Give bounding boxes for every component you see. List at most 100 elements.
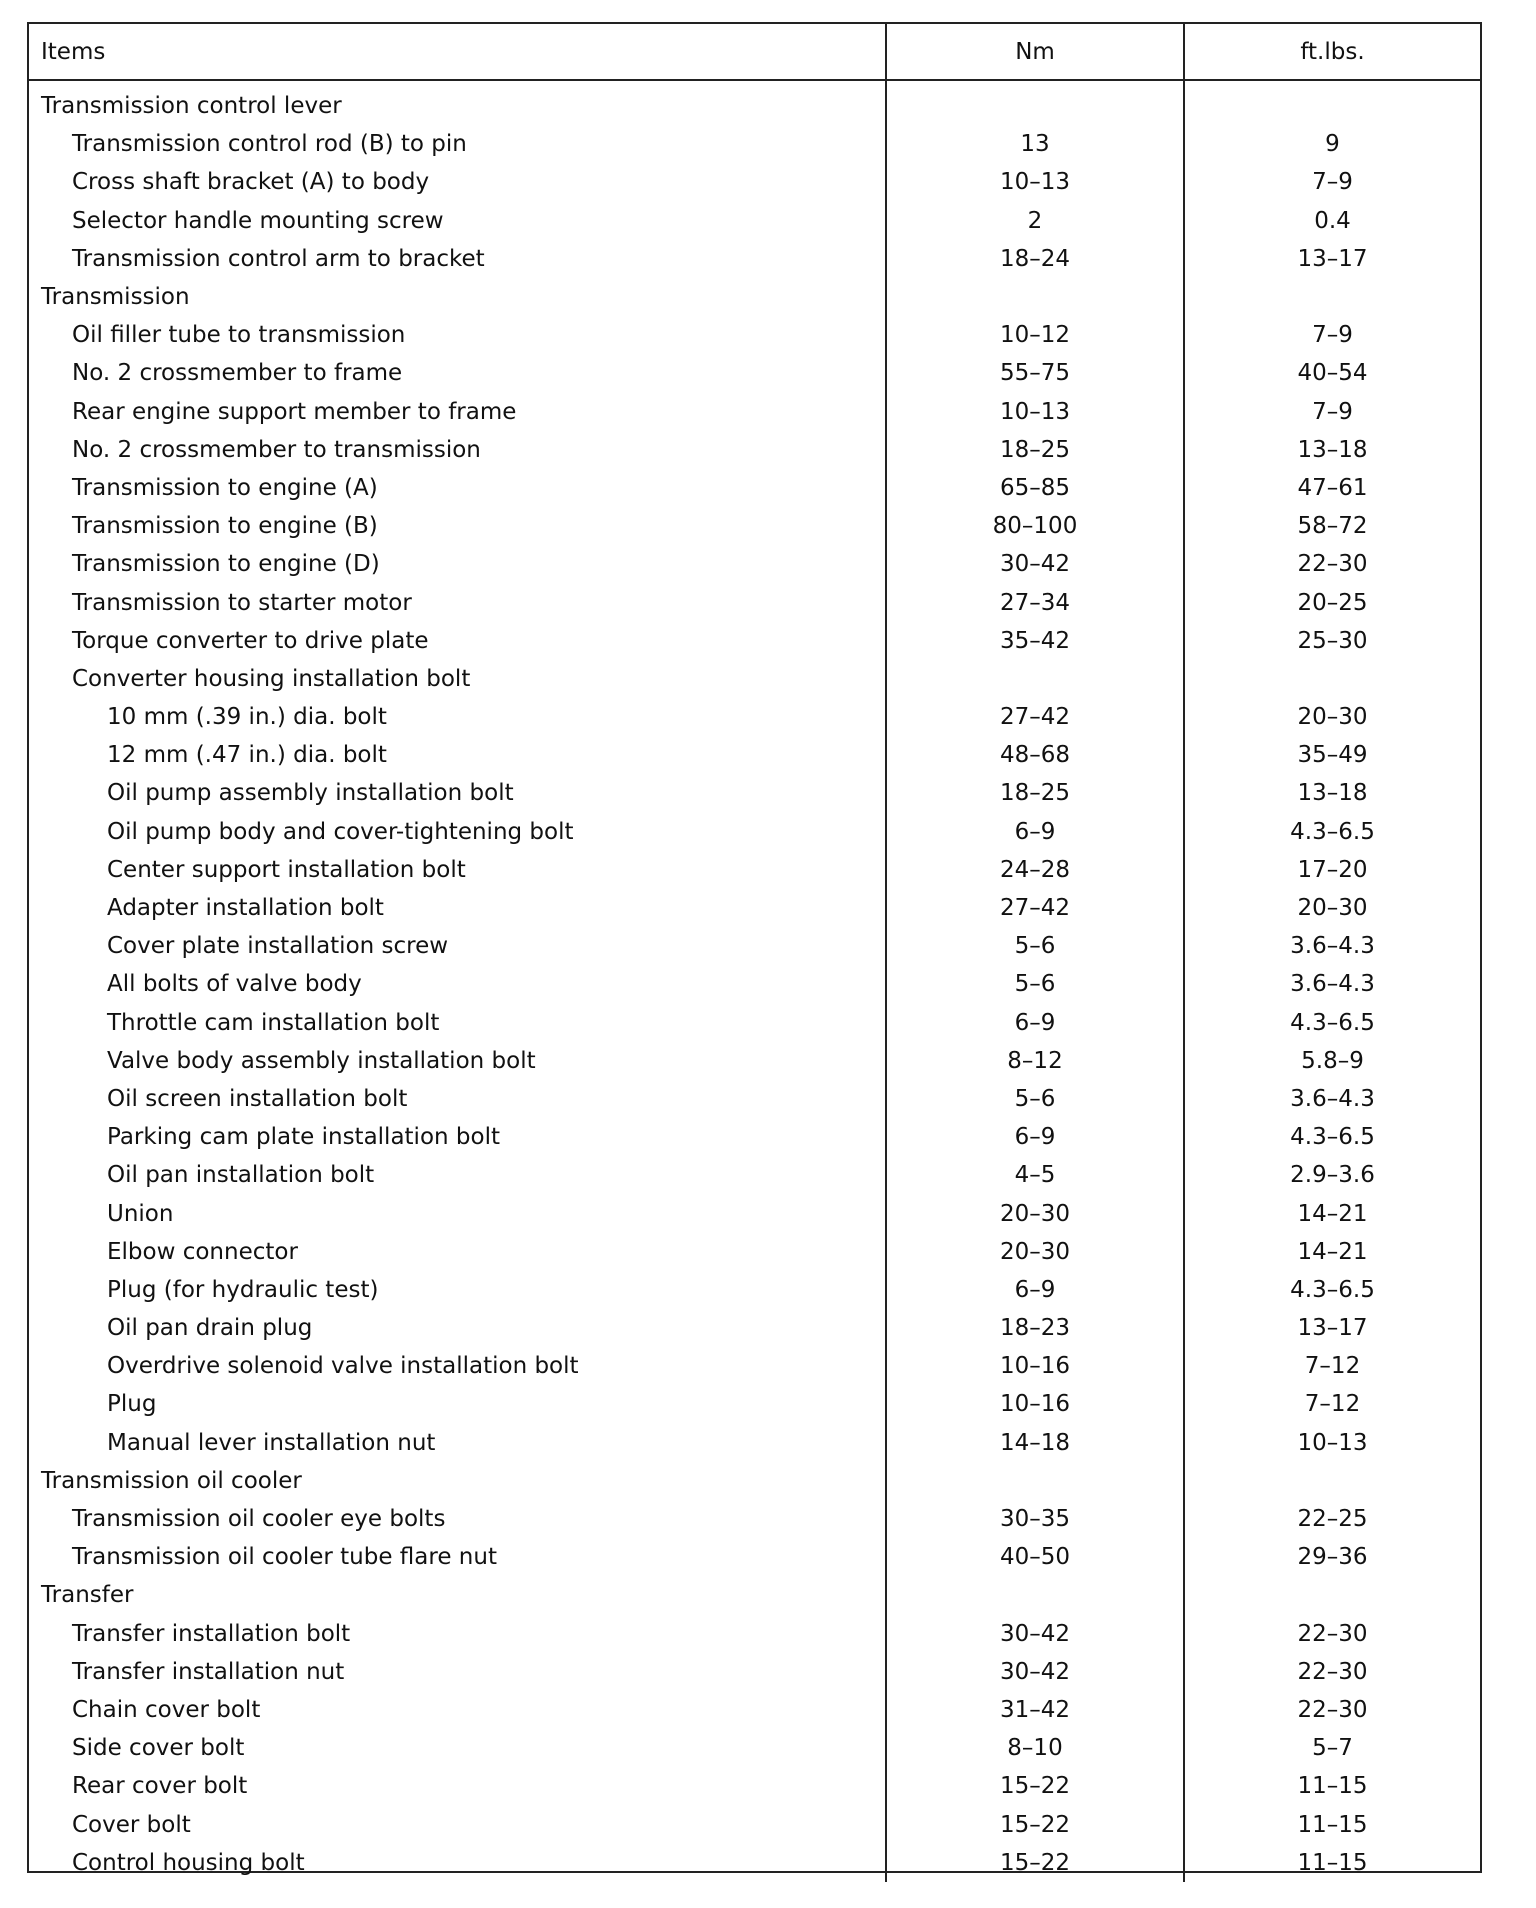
ftlbs-cell: 11–15 bbox=[1183, 1767, 1480, 1806]
empty-cell bbox=[885, 659, 1184, 698]
nm-cell: 8–12 bbox=[885, 1041, 1184, 1080]
group-title: Transfer bbox=[41, 1582, 134, 1609]
ftlbs-cell: 20–30 bbox=[1183, 698, 1480, 737]
data-row: Rear engine support member to frame 10–13… bbox=[29, 392, 1480, 431]
item-cell: No. 2 crossmember to frame bbox=[72, 360, 403, 387]
nm-cell: 18–23 bbox=[885, 1309, 1184, 1348]
nm-cell: 4–5 bbox=[885, 1156, 1184, 1195]
torque-table: Items Nm ft.lbs. Transmission control le… bbox=[29, 24, 1480, 1882]
data-row: Chain cover bolt 31–42 22–30 bbox=[29, 1690, 1480, 1730]
group-row: Converter housing installation bolt bbox=[29, 659, 1480, 698]
item-cell: Oil pump assembly installation bolt bbox=[107, 780, 514, 807]
item-cell: Control housing bolt bbox=[72, 1849, 305, 1876]
data-row: Center support installation bolt 24–28 17–… bbox=[29, 850, 1480, 889]
data-row: Transmission to starter motor 27–34 20–25 bbox=[29, 583, 1480, 622]
item-cell: Cover bolt bbox=[72, 1811, 191, 1838]
data-row: Adapter installation bolt 27–42 20–30 bbox=[29, 888, 1480, 928]
data-row: Throttle cam installation bolt 6–9 4.3–6.5 bbox=[29, 1003, 1480, 1042]
ftlbs-cell: 5.8–9 bbox=[1183, 1041, 1480, 1080]
data-row: Oil pan drain plug 18–23 13–17 bbox=[29, 1309, 1480, 1348]
nm-cell: 6–9 bbox=[885, 812, 1184, 851]
group-title: Transmission bbox=[41, 284, 190, 311]
empty-cell bbox=[1183, 1461, 1480, 1500]
data-row: Control housing bolt 15–22 11–15 bbox=[29, 1843, 1480, 1882]
data-row: Oil filler tube to transmission 10–12 7–9 bbox=[29, 316, 1480, 355]
data-row: Cover plate installation screw 5–6 3.6–4.3 bbox=[29, 927, 1480, 966]
ftlbs-cell: 11–15 bbox=[1183, 1843, 1480, 1882]
nm-cell: 15–22 bbox=[885, 1843, 1184, 1882]
ftlbs-cell: 7–9 bbox=[1183, 163, 1480, 202]
item-cell: Overdrive solenoid valve installation bo… bbox=[107, 1353, 579, 1380]
nm-cell: 10–13 bbox=[885, 392, 1184, 431]
item-cell: Oil pan drain plug bbox=[107, 1315, 313, 1342]
data-row: 12 mm (.47 in.) dia. bolt 48–68 35–49 bbox=[29, 736, 1480, 775]
item-cell: 10 mm (.39 in.) dia. bolt bbox=[107, 704, 387, 731]
item-cell: Rear cover bolt bbox=[72, 1773, 248, 1800]
nm-cell: 2 bbox=[885, 201, 1184, 240]
ftlbs-cell: 22–30 bbox=[1183, 1652, 1480, 1691]
ftlbs-cell: 11–15 bbox=[1183, 1805, 1480, 1844]
header-cell: Nm bbox=[885, 24, 1184, 81]
data-row: Torque converter to drive plate 35–42 25–3… bbox=[29, 621, 1480, 660]
ftlbs-cell: 22–25 bbox=[1183, 1499, 1480, 1539]
data-row: Parking cam plate installation bolt 6–9 4.… bbox=[29, 1118, 1480, 1157]
nm-cell: 40–50 bbox=[885, 1538, 1184, 1577]
data-row: Transmission to engine (D) 30–42 22–30 bbox=[29, 545, 1480, 584]
ftlbs-cell: 13–18 bbox=[1183, 774, 1480, 813]
nm-cell: 20–30 bbox=[885, 1194, 1184, 1233]
item-cell: Transmission to starter motor bbox=[72, 589, 412, 616]
empty-cell bbox=[885, 277, 1184, 317]
nm-cell: 10–13 bbox=[885, 163, 1184, 202]
ftlbs-cell: 0.4 bbox=[1183, 201, 1480, 240]
nm-cell: 10–12 bbox=[885, 316, 1184, 355]
item-cell: Cover plate installation screw bbox=[107, 933, 449, 960]
nm-cell: 31–42 bbox=[885, 1690, 1184, 1730]
nm-cell: 27–34 bbox=[885, 583, 1184, 622]
data-row: Rear cover bolt 15–22 11–15 bbox=[29, 1767, 1480, 1806]
data-row: Cover bolt 15–22 11–15 bbox=[29, 1805, 1480, 1844]
nm-cell: 5–6 bbox=[885, 1079, 1184, 1119]
ftlbs-cell: 22–30 bbox=[1183, 1690, 1480, 1730]
data-row: No. 2 crossmember to transmission 18–25 13… bbox=[29, 430, 1480, 469]
empty-cell bbox=[1183, 1576, 1480, 1615]
empty-cell bbox=[1183, 277, 1480, 317]
data-row: Oil pan installation bolt 4–5 2.9–3.6 bbox=[29, 1156, 1480, 1195]
ftlbs-cell: 20–25 bbox=[1183, 583, 1480, 622]
ftlbs-cell: 9 bbox=[1183, 125, 1480, 164]
item-cell: Transmission oil cooler eye bolts bbox=[72, 1506, 446, 1533]
item-cell: Center support installation bolt bbox=[107, 856, 466, 883]
nm-cell: 5–6 bbox=[885, 965, 1184, 1004]
nm-cell: 30–42 bbox=[885, 1614, 1184, 1653]
nm-cell: 27–42 bbox=[885, 698, 1184, 737]
item-cell: Cross shaft bracket (A) to body bbox=[72, 169, 430, 196]
data-row: All bolts of valve body 5–6 3.6–4.3 bbox=[29, 965, 1480, 1004]
item-cell: Transmission to engine (A) bbox=[72, 474, 378, 501]
nm-cell: 6–9 bbox=[885, 1270, 1184, 1309]
data-row: Transmission control arm to bracket 18–24… bbox=[29, 239, 1480, 278]
ftlbs-cell: 3.6–4.3 bbox=[1183, 927, 1480, 966]
item-cell: Transmission control rod (B) to pin bbox=[72, 131, 467, 158]
ftlbs-cell: 17–20 bbox=[1183, 850, 1480, 889]
nm-cell: 24–28 bbox=[885, 850, 1184, 889]
data-row: Plug 10–16 7–12 bbox=[29, 1385, 1480, 1424]
nm-cell: 18–25 bbox=[885, 430, 1184, 469]
item-cell: Union bbox=[107, 1200, 174, 1227]
data-row: Transmission control rod (B) to pin 13 9 bbox=[29, 125, 1480, 164]
item-cell: Transmission to engine (B) bbox=[72, 513, 378, 540]
ftlbs-cell: 22–30 bbox=[1183, 1614, 1480, 1653]
nm-cell: 18–24 bbox=[885, 239, 1184, 278]
data-row: No. 2 crossmember to frame 55–75 40–54 bbox=[29, 354, 1480, 393]
data-row: Transmission oil cooler eye bolts 30–35 22… bbox=[29, 1499, 1480, 1539]
item-cell: No. 2 crossmember to transmission bbox=[72, 436, 481, 463]
ftlbs-cell: 5–7 bbox=[1183, 1729, 1480, 1768]
item-cell: Transfer installation nut bbox=[72, 1658, 345, 1685]
ftlbs-cell: 7–9 bbox=[1183, 392, 1480, 431]
item-cell: 12 mm (.47 in.) dia. bolt bbox=[107, 742, 387, 769]
item-cell: Throttle cam installation bolt bbox=[107, 1009, 440, 1036]
ftlbs-cell: 13–17 bbox=[1183, 239, 1480, 278]
ftlbs-cell: 3.6–4.3 bbox=[1183, 1079, 1480, 1119]
data-row: Transmission to engine (A) 65–85 47–61 bbox=[29, 468, 1480, 508]
nm-cell: 15–22 bbox=[885, 1805, 1184, 1844]
item-cell: Rear engine support member to frame bbox=[72, 398, 517, 425]
data-row: Manual lever installation nut 14–18 10–13 bbox=[29, 1423, 1480, 1462]
